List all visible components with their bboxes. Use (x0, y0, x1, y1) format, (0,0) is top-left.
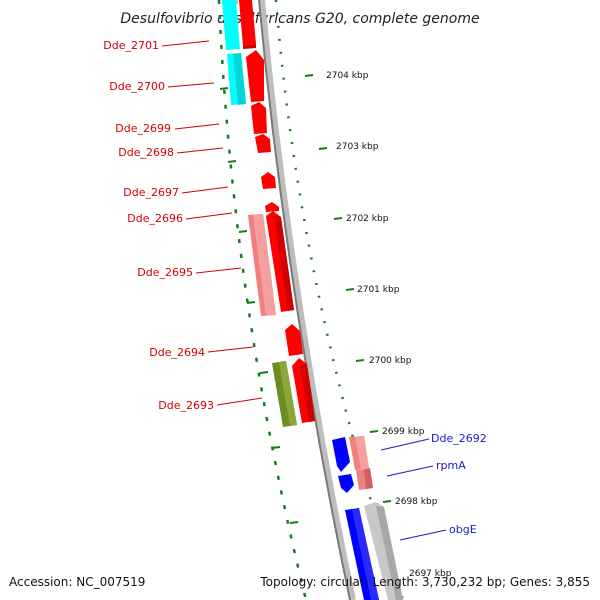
topology-text: Topology: circular; Length: 3,730,232 bp… (259, 575, 590, 589)
gene-label-dde-2693[interactable]: Dde_2693 (158, 399, 214, 412)
genome-backbone (258, 0, 356, 600)
gene-label-obge[interactable]: obgE (449, 523, 477, 536)
gene-feature-obge[interactable] (345, 502, 403, 600)
gene-feature-rpma[interactable] (338, 468, 373, 493)
kbp-label: 2698 kbp (395, 497, 438, 507)
inner-tick-arc (217, 0, 308, 600)
kbp-labels: 2704 kbp 2703 kbp 2702 kbp 2701 kbp 2700… (326, 71, 452, 579)
right-gene-labels: Dde_2692 rpmA obgE (380, 432, 487, 541)
kbp-label: 2702 kbp (346, 214, 389, 224)
gene-feature-dde-2699[interactable] (251, 102, 267, 134)
gene-label-dde-2696[interactable]: Dde_2696 (127, 212, 183, 225)
gene-label-dde-2698[interactable]: Dde_2698 (118, 146, 174, 159)
map-title: Desulfovibrio desulfuricans G20, complet… (120, 11, 479, 27)
gene-label-dde-2701[interactable]: Dde_2701 (103, 39, 159, 52)
gene-feature-dde-2700[interactable] (227, 50, 264, 105)
left-gene-labels: Dde_2701 Dde_2700 Dde_2699 Dde_2698 Dde_… (103, 39, 263, 412)
kbp-label: 2703 kbp (336, 142, 379, 152)
gene-label-dde-2697[interactable]: Dde_2697 (123, 186, 179, 199)
inner-tick-marks (219, 87, 299, 524)
gene-feature-dde-2692[interactable] (332, 436, 369, 472)
gene-feature-dde-2696[interactable] (265, 202, 279, 212)
gene-feature-dde-2701[interactable] (222, 0, 256, 50)
kbp-label: 2701 kbp (357, 285, 400, 295)
kbp-label: 2697 kbp (409, 569, 452, 579)
gene-label-dde-2699[interactable]: Dde_2699 (115, 122, 171, 135)
gene-label-rpma[interactable]: rpmA (436, 459, 466, 472)
gene-label-dde-2700[interactable]: Dde_2700 (109, 80, 165, 93)
outer-tick-marks (304, 74, 392, 503)
gene-feature-dde-2697[interactable] (261, 172, 276, 189)
gene-label-dde-2694[interactable]: Dde_2694 (149, 346, 205, 359)
accession-text: Accession: NC_007519 (9, 575, 145, 589)
kbp-label: 2700 kbp (369, 356, 412, 366)
gene-feature-dde-2694[interactable] (285, 324, 303, 356)
kbp-label: 2704 kbp (326, 71, 369, 81)
kbp-label: 2699 kbp (382, 427, 425, 437)
gene-feature-dde-2695[interactable] (248, 211, 294, 316)
gene-feature-dde-2693[interactable] (272, 358, 315, 427)
gene-feature-dde-2698[interactable] (255, 134, 271, 153)
gene-label-dde-2695[interactable]: Dde_2695 (137, 266, 193, 279)
gene-label-dde-2692[interactable]: Dde_2692 (431, 432, 487, 445)
